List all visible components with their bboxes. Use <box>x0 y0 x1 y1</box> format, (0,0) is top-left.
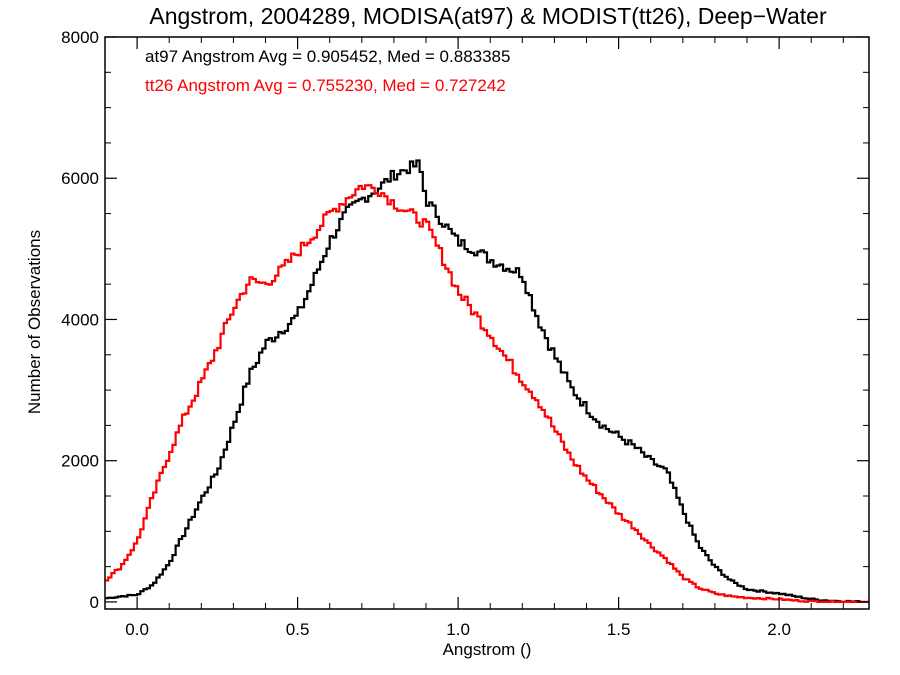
chart-title: Angstrom, 2004289, MODISA(at97) & MODIST… <box>149 3 827 29</box>
y-tick-label: 0 <box>90 593 99 612</box>
plot-frame <box>104 36 870 610</box>
annotation-tt26: tt26 Angstrom Avg = 0.755230, Med = 0.72… <box>145 76 506 95</box>
series-tt26-line <box>105 184 869 604</box>
series-at97-line <box>105 159 869 604</box>
y-tick-label: 6000 <box>61 169 99 188</box>
x-tick-label: 2.0 <box>767 620 791 639</box>
x-tick-label: 1.0 <box>446 620 470 639</box>
annotation-at97: at97 Angstrom Avg = 0.905452, Med = 0.88… <box>145 47 510 66</box>
y-tick-label: 4000 <box>61 310 99 329</box>
x-tick-label: 0.0 <box>125 620 149 639</box>
y-axis-label: Number of Observations <box>25 230 44 414</box>
y-tick-label: 2000 <box>61 452 99 471</box>
y-tick-label: 8000 <box>61 28 99 47</box>
x-tick-label: 1.5 <box>607 620 631 639</box>
x-tick-label: 0.5 <box>286 620 310 639</box>
x-axis-label: Angstrom () <box>443 640 532 659</box>
